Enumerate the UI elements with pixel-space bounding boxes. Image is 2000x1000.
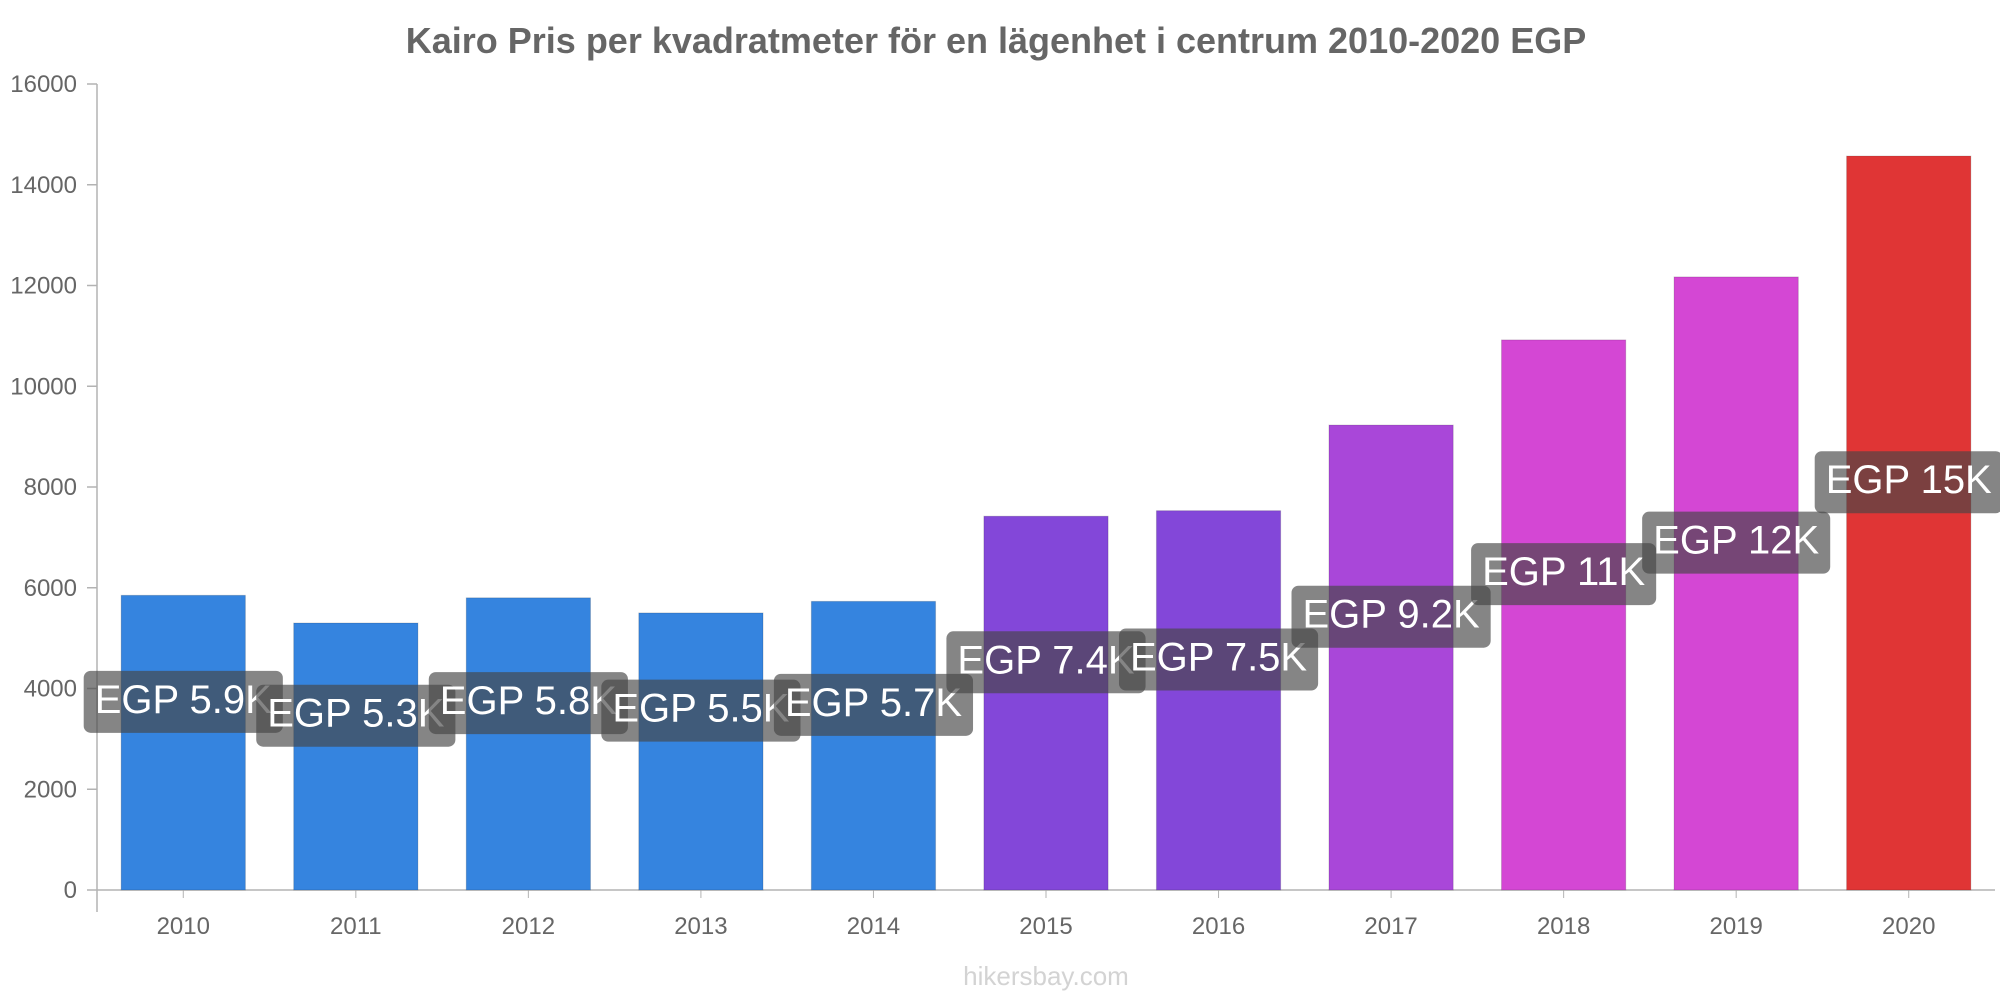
data-label-text-2010: EGP 5.9K: [95, 678, 272, 722]
data-label-box-2014: [773, 673, 974, 736]
data-label-text-2015: EGP 7.4K: [957, 638, 1134, 682]
bar-2013: [638, 612, 764, 891]
x-tick-label-2018: 2018: [1537, 913, 1590, 940]
bar-2010: [120, 594, 246, 891]
x-tick-label-2013: 2013: [674, 913, 727, 940]
y-tick-label: 0: [64, 877, 77, 904]
data-label-box-2020: [1814, 451, 2000, 514]
data-label-2010: EGP 5.9K: [83, 670, 283, 733]
bars-group: [120, 155, 1972, 891]
bar-2014: [810, 600, 937, 891]
y-tick-label: 12000: [10, 273, 77, 300]
data-label-box-2010: [83, 670, 283, 733]
data-label-text-2012: EGP 5.8K: [440, 679, 617, 723]
data-label-text-2020: EGP 15K: [1826, 458, 1992, 502]
x-tick-label-2019: 2019: [1709, 913, 1762, 940]
watermark: hikersbay.com: [963, 961, 1129, 991]
bar-2016: [1155, 510, 1282, 891]
data-label-box-2011: [256, 684, 456, 747]
x-tick-label-2010: 2010: [157, 913, 210, 940]
data-label-2018: EGP 11K: [1471, 543, 1657, 606]
data-label-box-2019: [1642, 511, 1831, 574]
data-label-2019: EGP 12K: [1642, 511, 1831, 574]
data-label-2020: EGP 15K: [1814, 451, 2000, 514]
bar-2018: [1501, 339, 1627, 891]
y-tick-label: 8000: [24, 474, 77, 501]
data-label-box-2018: [1471, 543, 1657, 606]
y-tick-label: 2000: [24, 776, 77, 803]
bar-2015: [983, 515, 1109, 891]
bar-2019: [1673, 276, 1799, 891]
data-label-text-2016: EGP 7.5K: [1130, 636, 1307, 680]
data-label-2015: EGP 7.4K: [946, 631, 1146, 694]
bar-2017: [1328, 424, 1454, 891]
x-tick-label-2015: 2015: [1019, 913, 1072, 940]
y-tick-label: 4000: [24, 676, 77, 703]
y-tick-label: 6000: [24, 575, 77, 602]
x-tick-label-2014: 2014: [847, 913, 900, 940]
x-tick-label-2017: 2017: [1364, 913, 1417, 940]
data-label-2017: EGP 9.2K: [1291, 585, 1491, 648]
data-label-text-2017: EGP 9.2K: [1303, 593, 1480, 637]
data-label-text-2018: EGP 11K: [1482, 550, 1645, 594]
data-label-box-2017: [1291, 585, 1491, 648]
data-label-2016: EGP 7.5K: [1118, 628, 1319, 691]
data-label-2012: EGP 5.8K: [428, 672, 628, 735]
data-label-text-2011: EGP 5.3K: [267, 692, 444, 736]
data-label-2013: EGP 5.5K: [601, 679, 801, 742]
chart-title: Kairo Pris per kvadratmeter för en lägen…: [406, 20, 1586, 61]
bar-2020: [1846, 155, 1972, 891]
x-tick-label-2020: 2020: [1882, 913, 1935, 940]
x-tick-label-2016: 2016: [1192, 913, 1245, 940]
data-label-box-2016: [1118, 628, 1319, 691]
data-label-2014: EGP 5.7K: [773, 673, 974, 736]
data-label-2011: EGP 5.3K: [256, 684, 456, 747]
data-label-text-2014: EGP 5.7K: [785, 681, 962, 725]
y-tick-label: 16000: [10, 71, 77, 98]
y-tick-label: 14000: [10, 172, 77, 199]
data-label-box-2013: [601, 679, 801, 742]
data-label-text-2013: EGP 5.5K: [612, 687, 789, 731]
data-label-box-2015: [946, 631, 1146, 694]
y-tick-label: 10000: [10, 373, 77, 400]
data-label-box-2012: [428, 672, 628, 735]
data-label-text-2019: EGP 12K: [1653, 519, 1819, 563]
bar-2012: [465, 597, 591, 891]
bar-2011: [293, 622, 419, 891]
x-tick-label-2012: 2012: [502, 913, 555, 940]
x-tick-label-2011: 2011: [330, 913, 382, 940]
chart-axes: 0 2000 4000 6000 8000 10000 12000 14000 16000 201…: [10, 71, 1995, 940]
